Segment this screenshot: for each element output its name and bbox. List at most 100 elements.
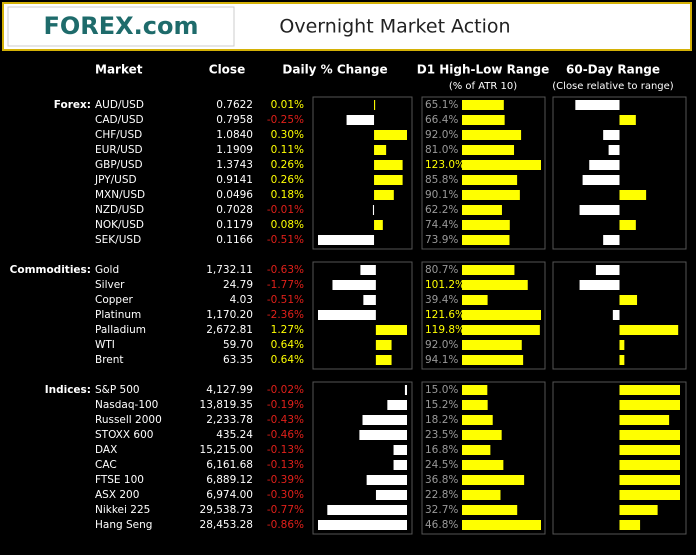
- change-label: -0.13%: [267, 459, 304, 471]
- change-bar: [360, 265, 376, 275]
- change-label: -0.63%: [267, 264, 304, 276]
- market-name: Palladium: [95, 324, 146, 336]
- day60-bar: [619, 400, 680, 410]
- col-header: Daily % Change: [282, 63, 387, 77]
- change-label: 0.30%: [271, 129, 304, 141]
- day60-bar: [619, 430, 680, 440]
- col-header: D1 High-Low Range: [417, 63, 550, 77]
- col-header: Market: [95, 63, 143, 77]
- change-label: -0.77%: [267, 504, 304, 516]
- market-name: Copper: [95, 294, 134, 306]
- change-bar: [375, 490, 407, 500]
- close-value: 435.24: [216, 429, 253, 441]
- market-name: NOK/USD: [95, 219, 144, 231]
- day60-bar: [582, 175, 620, 185]
- atr-bar: [462, 280, 528, 290]
- atr-label: 101.2%: [425, 279, 465, 291]
- atr-bar: [462, 100, 504, 110]
- close-value: 6,889.12: [206, 474, 253, 486]
- atr-bar: [462, 385, 488, 395]
- close-value: 4.03: [230, 294, 253, 306]
- close-value: 0.9141: [216, 174, 253, 186]
- day60-bar: [619, 325, 679, 335]
- change-bar: [332, 280, 376, 290]
- change-label: -0.46%: [267, 429, 304, 441]
- change-label: 0.11%: [271, 144, 304, 156]
- day60-bar: [595, 265, 620, 275]
- close-value: 2,233.78: [206, 414, 253, 426]
- change-bar: [374, 130, 407, 140]
- atr-bar: [462, 430, 502, 440]
- change-label: 0.26%: [271, 174, 304, 186]
- atr-bar: [462, 310, 541, 320]
- change-label: -0.51%: [267, 294, 304, 306]
- atr-label: 18.2%: [425, 414, 458, 426]
- logo: FOREX.com: [43, 12, 198, 40]
- col-subheader: (Close relative to range): [552, 81, 674, 92]
- market-name: CAC: [95, 459, 117, 471]
- atr-label: 74.4%: [425, 219, 458, 231]
- atr-label: 92.0%: [425, 339, 458, 351]
- close-value: 24.79: [223, 279, 253, 291]
- market-name: DAX: [95, 444, 117, 456]
- close-value: 4,127.99: [206, 384, 253, 396]
- market-name: CHF/USD: [95, 129, 142, 141]
- market-name: S&P 500: [95, 384, 140, 396]
- atr-bar: [462, 175, 518, 185]
- day60-bar: [619, 460, 680, 470]
- close-value: 0.7622: [216, 99, 253, 111]
- change-label: 0.18%: [271, 189, 304, 201]
- change-label: -0.25%: [267, 114, 304, 126]
- change-bar: [393, 460, 407, 470]
- change-bar: [318, 235, 375, 245]
- atr-label: 121.6%: [425, 309, 465, 321]
- atr-label: 90.1%: [425, 189, 458, 201]
- day60-bar: [619, 415, 670, 425]
- atr-label: 15.2%: [425, 399, 458, 411]
- change-label: -0.39%: [267, 474, 304, 486]
- col-header: 60-Day Range: [566, 63, 660, 77]
- change-bar: [404, 385, 407, 395]
- panel: [552, 261, 687, 370]
- panel: [421, 261, 546, 370]
- panel: [312, 381, 413, 535]
- atr-bar: [462, 475, 525, 485]
- change-bar: [318, 310, 376, 320]
- atr-bar: [462, 130, 522, 140]
- close-value: 1,732.11: [206, 264, 253, 276]
- day60-bar: [589, 160, 620, 170]
- change-label: 0.08%: [271, 219, 304, 231]
- atr-bar: [462, 160, 541, 170]
- atr-label: 123.0%: [425, 159, 465, 171]
- day60-bar: [619, 340, 625, 350]
- close-value: 0.7028: [216, 204, 253, 216]
- change-label: -0.51%: [267, 234, 304, 246]
- col-header: Close: [209, 63, 245, 77]
- close-value: 59.70: [223, 339, 253, 351]
- market-name: Nikkei 225: [95, 504, 150, 516]
- atr-label: 36.8%: [425, 474, 458, 486]
- close-value: 29,538.73: [200, 504, 253, 516]
- atr-bar: [462, 190, 520, 200]
- atr-label: 66.4%: [425, 114, 458, 126]
- change-bar: [363, 295, 376, 305]
- change-label: 0.64%: [271, 339, 304, 351]
- market-name: Gold: [95, 264, 119, 276]
- change-bar: [374, 175, 403, 185]
- close-value: 1.0840: [216, 129, 253, 141]
- close-value: 1.1909: [216, 144, 253, 156]
- day60-bar: [575, 100, 620, 110]
- day60-bar: [603, 235, 620, 245]
- close-value: 0.0496: [216, 189, 253, 201]
- market-name: FTSE 100: [95, 474, 144, 486]
- panel: [552, 96, 687, 250]
- change-label: -0.13%: [267, 444, 304, 456]
- change-bar: [362, 415, 407, 425]
- close-value: 0.1166: [216, 234, 253, 246]
- change-label: -0.43%: [267, 414, 304, 426]
- day60-bar: [619, 115, 636, 125]
- atr-bar: [462, 220, 510, 230]
- atr-label: 80.7%: [425, 264, 458, 276]
- market-name: Brent: [95, 354, 124, 366]
